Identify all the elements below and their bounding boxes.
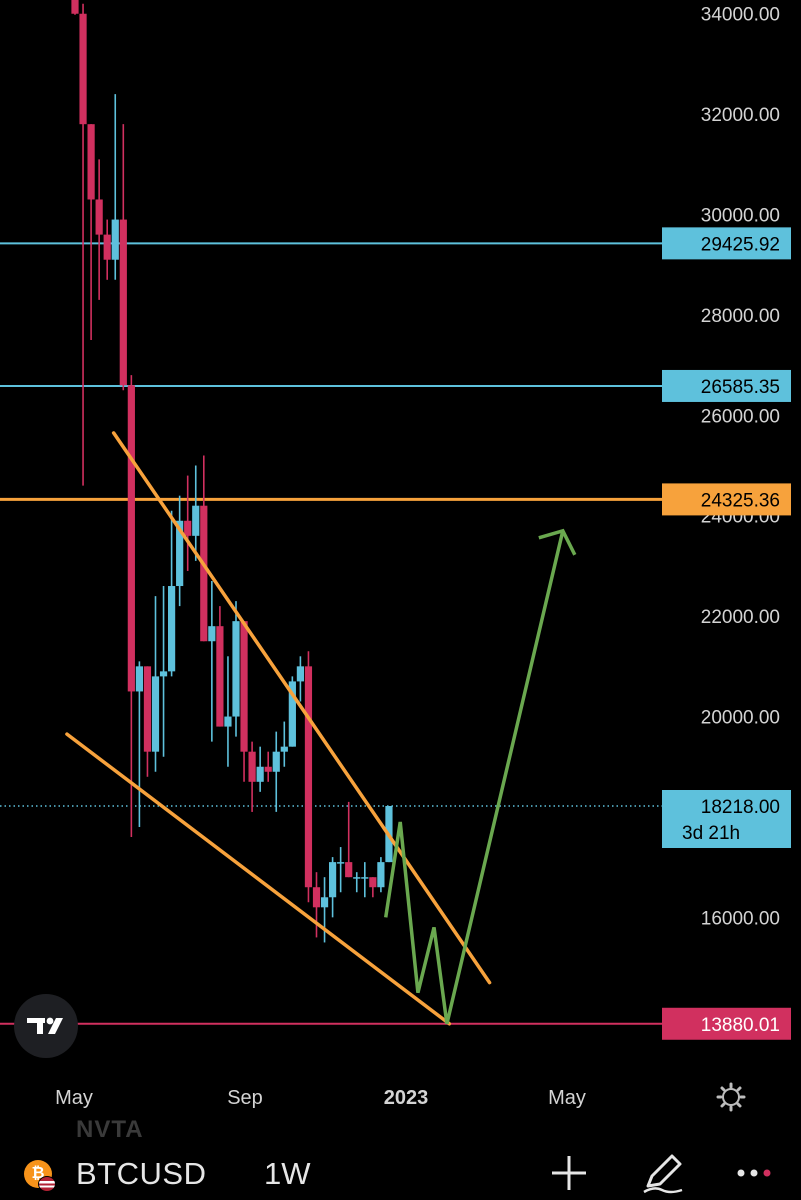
candle-body xyxy=(272,751,280,772)
candle-body xyxy=(296,666,304,682)
price-tick-label: 26000.00 xyxy=(701,406,780,427)
candle-body xyxy=(111,219,119,260)
projection-arrowhead xyxy=(538,528,577,556)
candle-body xyxy=(304,666,313,888)
price-tick-label: 28000.00 xyxy=(701,306,780,327)
candle-body xyxy=(377,862,385,888)
candle-body xyxy=(280,746,288,752)
projection-path xyxy=(383,530,565,1025)
horizontal-price-lines xyxy=(0,242,662,1025)
price-tick-label: 20000.00 xyxy=(701,708,780,729)
candle-body xyxy=(264,766,272,772)
candle-body xyxy=(200,505,208,642)
candle-body xyxy=(248,751,256,782)
plus-icon[interactable] xyxy=(546,1150,592,1196)
candle-body xyxy=(312,887,321,908)
price-badge xyxy=(662,227,791,260)
price-tick-label: 32000.00 xyxy=(701,105,780,126)
time-tick-label: Sep xyxy=(227,1087,263,1109)
candle-body xyxy=(369,877,377,888)
candle-body xyxy=(320,897,329,908)
candlesticks xyxy=(71,0,393,943)
time-tick-label: May xyxy=(548,1087,586,1109)
us-flag-icon xyxy=(38,1176,56,1192)
candle-body xyxy=(224,716,232,727)
price-badge-label: 13880.01 xyxy=(701,1015,780,1036)
candle-body xyxy=(361,877,369,879)
countdown-label: 3d 21h xyxy=(682,823,740,844)
more-dots-icon[interactable] xyxy=(731,1150,777,1196)
time-tick-label: May xyxy=(55,1087,93,1109)
gear-icon[interactable] xyxy=(716,1082,746,1112)
price-badge-label: 26585.35 xyxy=(701,377,780,398)
candle-body xyxy=(256,766,264,782)
candle-body xyxy=(208,626,216,642)
price-badge xyxy=(662,483,791,516)
time-axis[interactable]: May Sep 2023 May xyxy=(55,1087,586,1109)
candle-body xyxy=(176,520,184,587)
channel-lower-line xyxy=(65,732,452,1026)
price-tick-label: 22000.00 xyxy=(701,607,780,628)
candle-body xyxy=(151,676,160,752)
last-price-badge xyxy=(662,790,791,848)
candle-body xyxy=(79,13,87,125)
candle-body xyxy=(184,520,192,536)
candle-body xyxy=(71,0,79,14)
price-tick-label: 30000.00 xyxy=(701,206,780,227)
pen-icon[interactable] xyxy=(640,1150,686,1196)
symbol-button[interactable]: BTCUSD xyxy=(76,1156,207,1191)
candle-body xyxy=(159,671,168,677)
price-tick-label: 34000.00 xyxy=(701,5,780,26)
price-badge-label: 29425.92 xyxy=(701,234,780,255)
candle-body xyxy=(119,219,127,386)
price-badge xyxy=(662,1007,791,1040)
candle-body xyxy=(95,199,103,235)
candle-body xyxy=(345,862,353,878)
candle-body xyxy=(337,862,345,864)
candle-body xyxy=(87,124,95,200)
candle-body xyxy=(232,621,240,717)
candle-body xyxy=(216,626,224,727)
price-tick-label: 16000.00 xyxy=(701,908,780,929)
price-axis[interactable]: 34000.00 32000.00 30000.00 28000.00 26000.00… xyxy=(701,5,780,930)
candle-body xyxy=(127,385,135,692)
candle-body xyxy=(103,234,111,260)
candle-body xyxy=(168,586,176,672)
price-badge xyxy=(662,369,791,402)
candle-body xyxy=(135,666,143,692)
last-price-label: 18218.00 xyxy=(701,797,780,818)
candle-body xyxy=(143,666,152,752)
time-tick-label: 2023 xyxy=(384,1087,429,1109)
candle-body xyxy=(329,862,337,898)
price-badges: 29425.92 26585.35 24325.36 13880.01 18218.00… xyxy=(662,227,791,1040)
ghost-symbol-label: NVTA xyxy=(76,1116,144,1143)
channel-upper-line xyxy=(111,431,492,985)
candle-body xyxy=(192,505,200,536)
price-badge-label: 24325.36 xyxy=(701,490,780,511)
interval-button[interactable]: 1W xyxy=(264,1156,311,1191)
candle-body xyxy=(288,681,296,747)
drawings xyxy=(65,431,577,1026)
candle-body xyxy=(240,621,248,752)
tradingview-logo-icon[interactable] xyxy=(14,994,78,1058)
candle-body xyxy=(353,877,361,879)
